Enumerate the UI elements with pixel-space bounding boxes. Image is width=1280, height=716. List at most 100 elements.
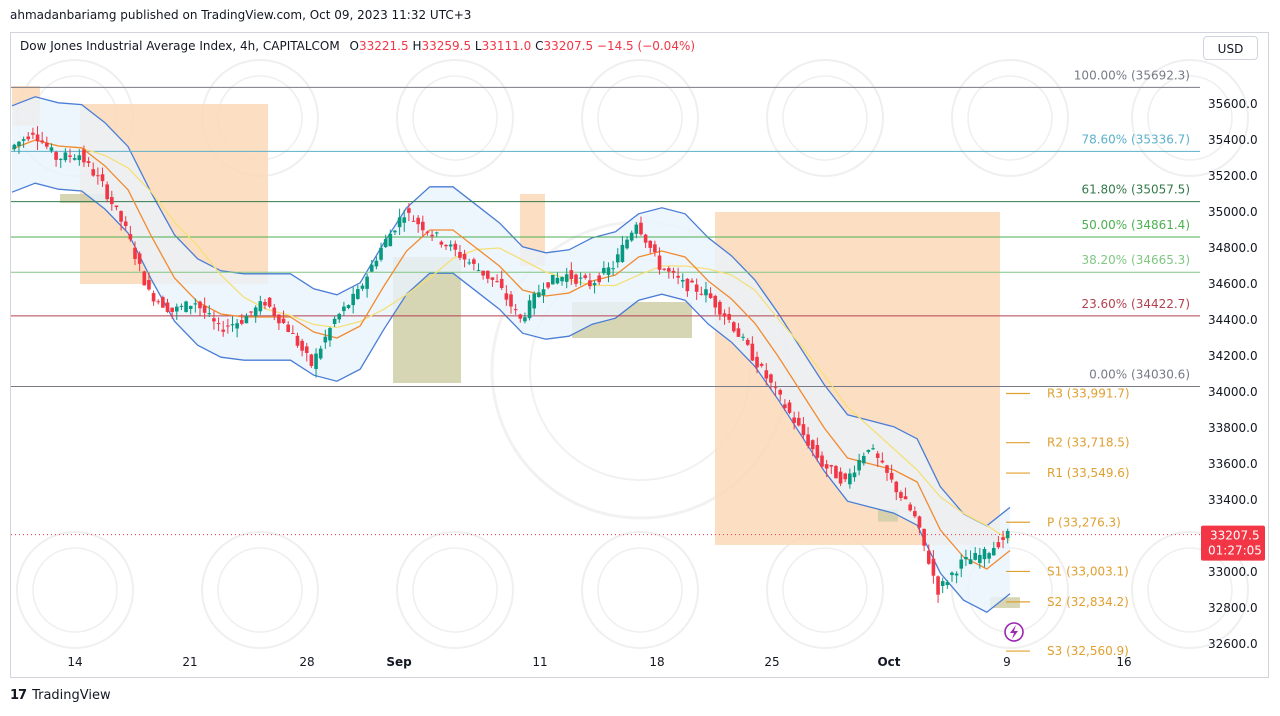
candle-body	[620, 244, 625, 262]
currency-button[interactable]: USD	[1203, 36, 1258, 60]
candle-body	[694, 284, 699, 292]
last-price-value: 33207.5	[1210, 529, 1260, 543]
candle-body	[940, 581, 945, 586]
candle-body	[945, 582, 950, 586]
candle-body	[954, 573, 959, 576]
candle-body	[796, 417, 801, 426]
price-tick-label: 32600.0	[1208, 637, 1258, 651]
tradingview-logo-icon: 17	[10, 688, 27, 703]
candle-body	[680, 279, 685, 282]
candle-body	[472, 259, 476, 264]
change-value: −14.5 (−0.04%)	[596, 39, 696, 53]
candle-body	[249, 311, 253, 313]
candle-body	[518, 314, 523, 319]
pivot-label: S1 (33,003.1)	[1047, 564, 1129, 578]
candle-body	[899, 492, 903, 499]
candle-body	[578, 277, 583, 279]
candle-body	[676, 275, 680, 278]
candle-body	[861, 455, 866, 464]
candle-body	[96, 175, 100, 177]
candle-body	[885, 465, 889, 473]
candle-body	[639, 222, 643, 235]
candle-body	[467, 262, 472, 264]
price-tick-label: 33800.0	[1208, 421, 1258, 435]
candle-body	[295, 335, 300, 346]
candle-body	[21, 139, 26, 141]
candle-body	[188, 305, 193, 309]
time-axis[interactable]: 14 21 28 Sep 11 18 25 Oct 9 16	[67, 655, 1131, 669]
candle-body	[732, 322, 736, 332]
candle-body	[356, 289, 360, 299]
candle-body	[31, 132, 35, 135]
zone-box	[60, 194, 115, 203]
pivot-label: S2 (32,834.2)	[1047, 595, 1129, 609]
candlestick-series	[12, 126, 1010, 603]
price-tick-label: 34000.0	[1208, 385, 1258, 399]
candle-body	[926, 550, 931, 564]
candle-body	[550, 275, 555, 285]
price-axis[interactable]: 35600.0 35400.0 35200.0 35000.0 34800.0 34600…	[1208, 97, 1258, 651]
candle-body	[402, 217, 407, 223]
price-tick-label: 35200.0	[1208, 169, 1258, 183]
bollinger-upper	[11, 96, 1011, 527]
candle-body	[174, 306, 179, 312]
candle-body	[444, 244, 448, 247]
fib-label: 61.80% (35057.5)	[1081, 183, 1190, 197]
candle-body	[615, 254, 620, 263]
candle-body	[369, 264, 374, 272]
candle-body	[713, 295, 718, 308]
candle-body	[964, 556, 968, 560]
ab-watermark-icon	[201, 531, 319, 649]
time-tick-label: 25	[764, 655, 779, 669]
candle-body	[764, 370, 769, 379]
zone-layer	[12, 86, 1020, 608]
ab-watermark-icon	[766, 531, 884, 649]
price-tick-label: 34600.0	[1208, 277, 1258, 291]
pivot-label: S3 (32,560.9)	[1047, 644, 1129, 658]
candle-body	[783, 404, 787, 409]
candle-body	[49, 147, 54, 151]
candle-body	[968, 559, 973, 565]
candle-body	[991, 547, 996, 556]
candle-body	[722, 313, 727, 317]
candle-body	[277, 314, 281, 324]
price-tick-label: 32800.0	[1208, 601, 1258, 615]
candle-body	[606, 267, 611, 275]
candle-body	[360, 285, 365, 289]
candle-body	[875, 453, 880, 458]
bollinger-bands	[11, 96, 1011, 613]
candle-body	[397, 217, 402, 228]
candle-body	[490, 277, 495, 280]
candle-body	[105, 184, 109, 200]
candle-body	[439, 241, 444, 245]
slow-moving-average	[11, 139, 1011, 541]
candle-body	[235, 323, 239, 329]
candle-body	[1001, 537, 1005, 540]
candle-body	[499, 278, 504, 288]
candle-body	[281, 318, 286, 324]
candle-body	[388, 233, 393, 247]
candle-body	[755, 356, 759, 368]
candle-body	[685, 278, 690, 292]
candle-body	[193, 303, 198, 305]
candle-body	[40, 140, 44, 143]
footer-brand[interactable]: 17 TradingView	[10, 688, 111, 703]
candle-body	[996, 542, 1001, 548]
candle-body	[156, 301, 161, 303]
candle-body	[476, 270, 481, 272]
pivot-label: P (33,276.3)	[1047, 515, 1121, 529]
price-tick-label: 35000.0	[1208, 205, 1258, 219]
candle-body	[365, 276, 369, 289]
candle-body	[198, 301, 202, 309]
candle-body	[133, 247, 137, 259]
price-tick-label: 33000.0	[1208, 565, 1258, 579]
candle-body	[523, 317, 527, 322]
open-value: 33221.5	[358, 39, 409, 53]
candle-body	[114, 205, 119, 208]
candle-body	[792, 417, 796, 423]
time-tick-label: 16	[1116, 655, 1131, 669]
candle-body	[588, 280, 592, 287]
ab-watermark-icon	[766, 59, 884, 177]
candle-body	[871, 448, 875, 450]
